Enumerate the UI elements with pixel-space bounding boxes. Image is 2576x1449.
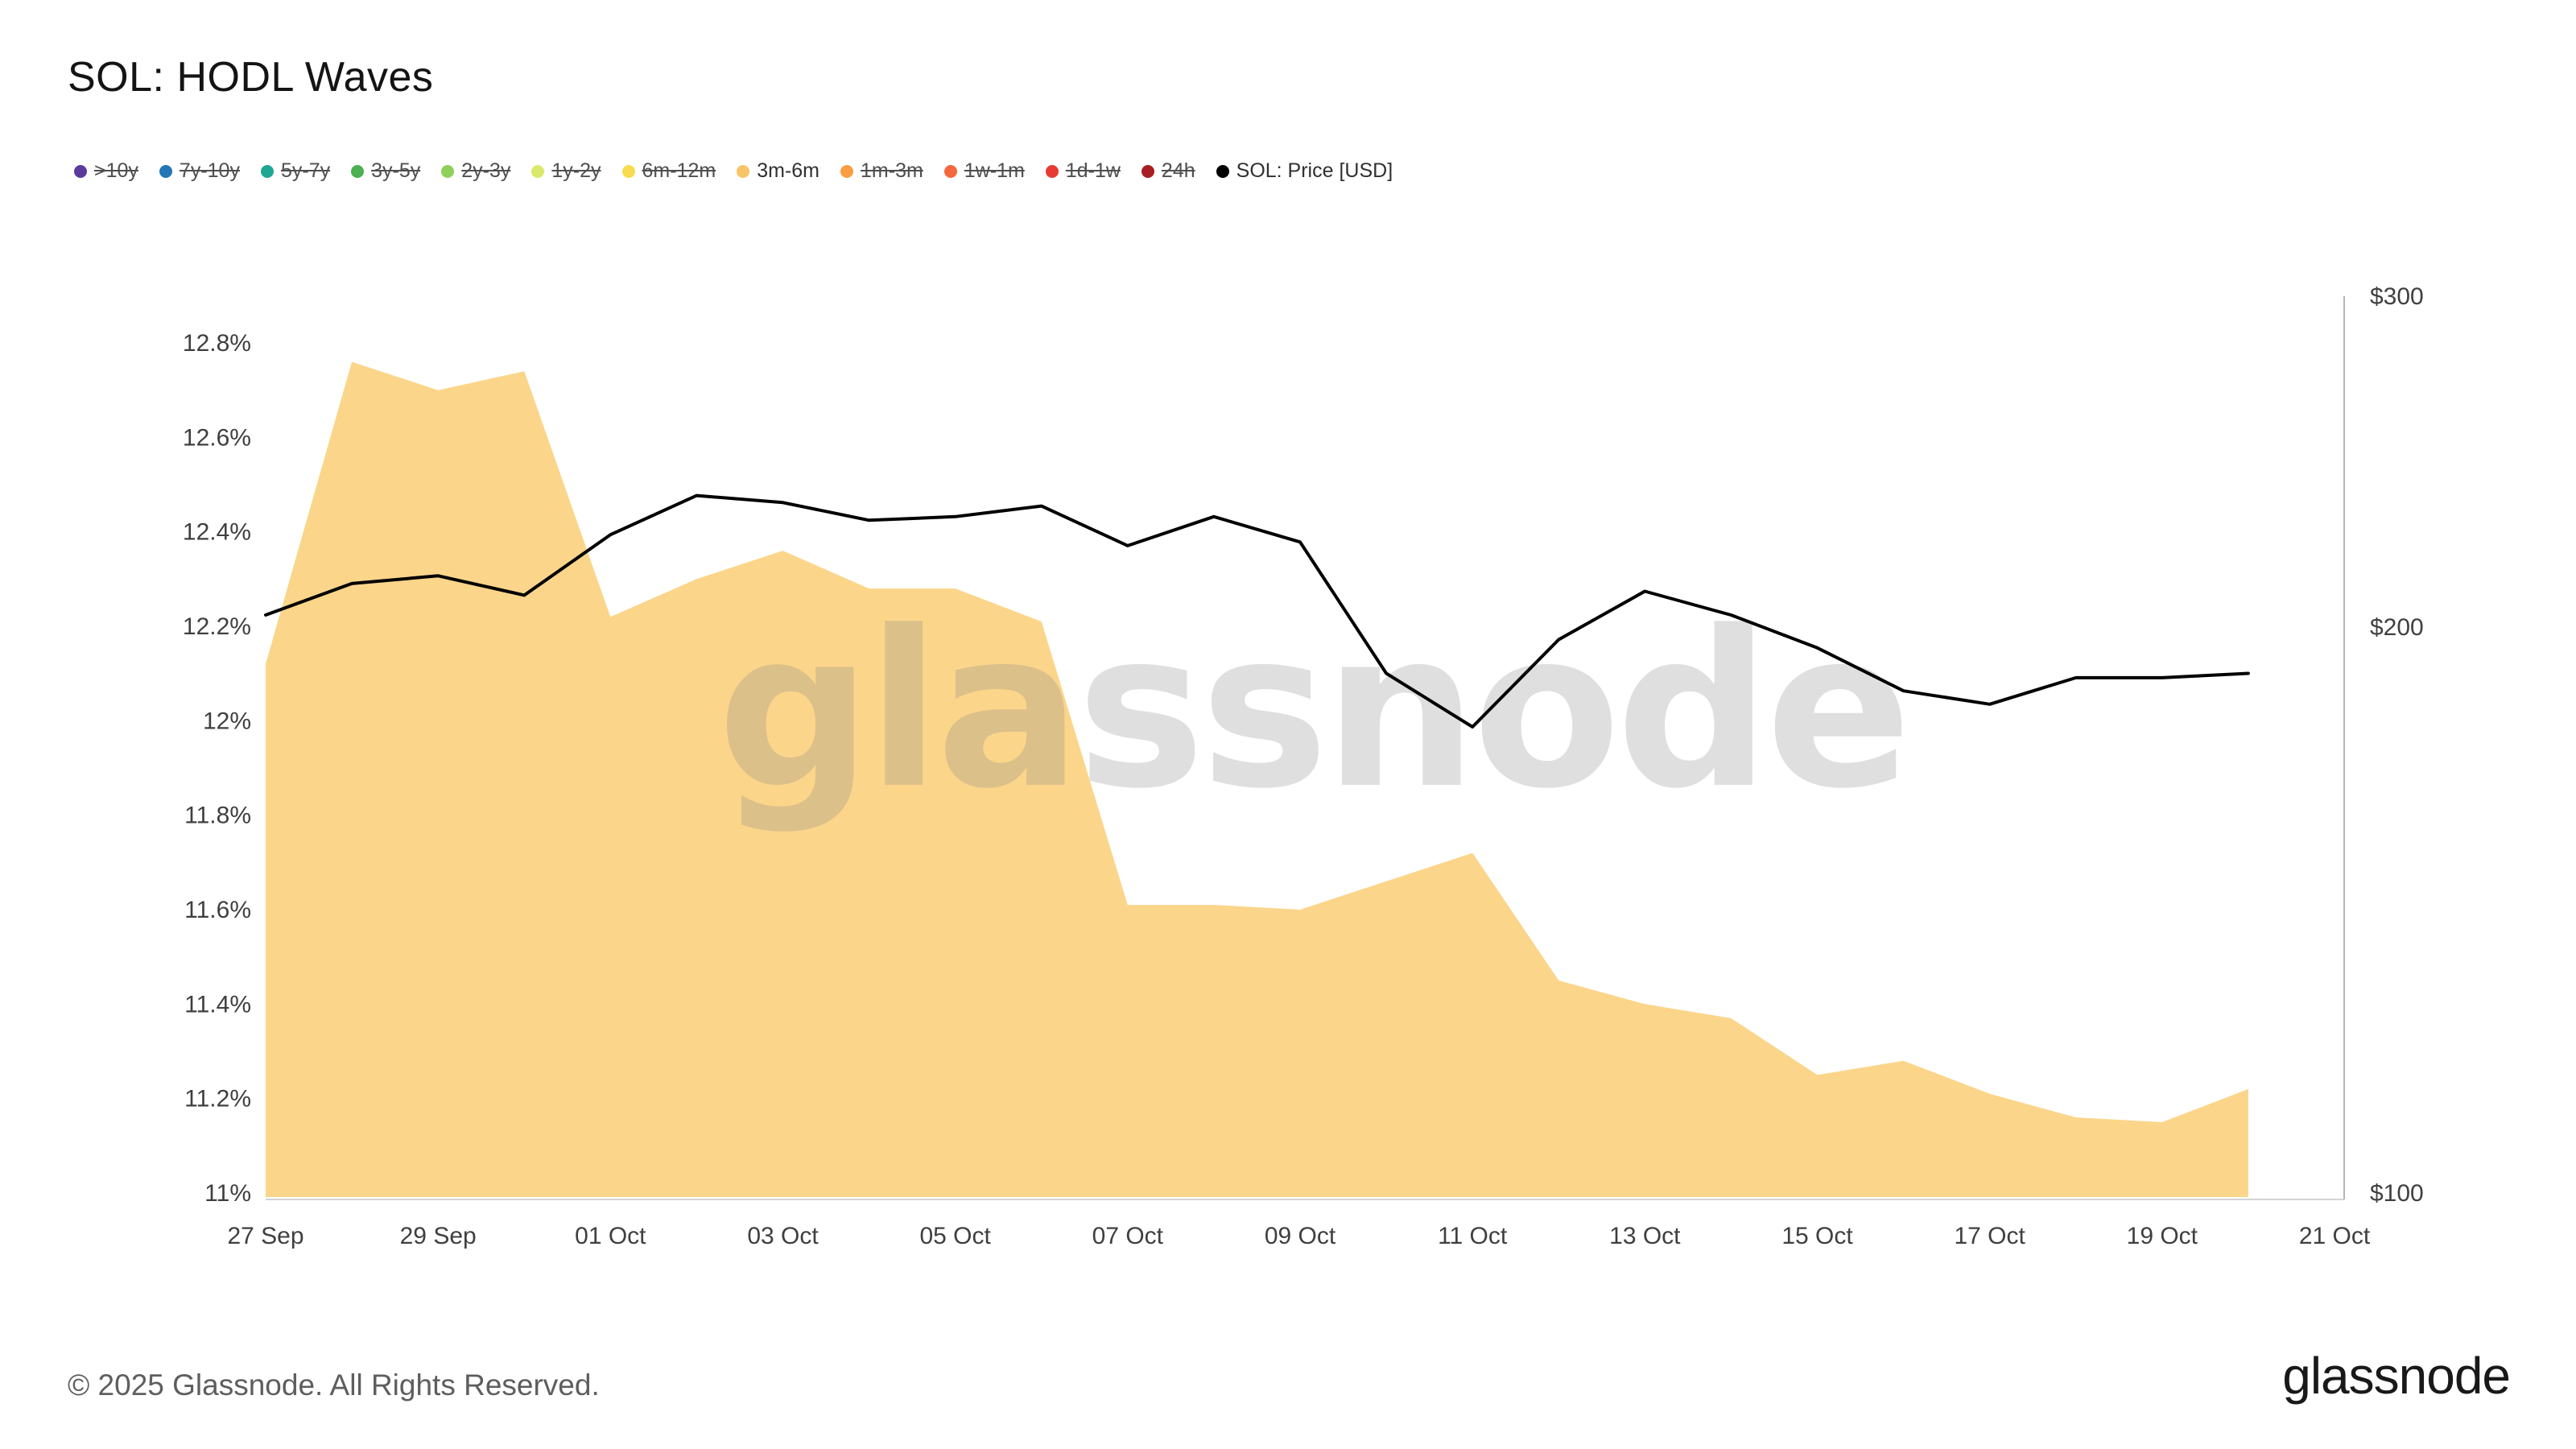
x-axis-tick-label: 13 Oct [1609,1223,1681,1249]
legend-swatch-icon [1045,164,1059,178]
x-axis-tick-label: 19 Oct [2127,1223,2198,1249]
glassnode-logo: glassnode [2282,1347,2511,1405]
x-axis-tick-label: 05 Oct [919,1223,991,1249]
x-axis-tick-label: 03 Oct [747,1223,819,1249]
legend: >10y 7y-10y 5y-7y 3y-5y 2y-3y 1y-2y 6m-12m 3m-6… [74,159,1393,183]
plot-area[interactable] [266,296,2344,1199]
legend-item-label: 1w-1m [964,159,1025,182]
legend-item-label: 1y-2y [551,159,601,182]
x-axis-tick-label: 01 Oct [575,1223,646,1249]
legend-item-7y-10y[interactable]: 7y-10y [159,159,240,183]
axis-labels: 11% 11.2% 11.4% 11.6% 11.8% 12% 12.2% 12.4% 12.6… [183,283,2424,1249]
legend-swatch-icon [159,164,172,178]
watermark: glassnode [717,585,1907,836]
legend-item-24h[interactable]: 24h [1141,159,1195,183]
legend-item-1d-1w[interactable]: 1d-1w [1045,159,1121,183]
left-axis-tick-label: 11.6% [184,897,251,923]
legend-item-label: 7y-10y [179,159,240,182]
x-axis-tick-label: 09 Oct [1265,1223,1336,1249]
legend-swatch-icon [1141,164,1154,178]
left-axis-tick-label: 12.4% [183,519,251,546]
x-axis-tick-label: 27 Sep [227,1223,303,1249]
legend-item-2y-3y[interactable]: 2y-3y [441,159,510,183]
price-line-group [264,493,2250,729]
legend-item-sol-price-usd[interactable]: SOL: Price [USD] [1216,159,1393,183]
legend-swatch-icon [1216,164,1229,178]
legend-item-label: 1d-1w [1065,159,1121,182]
legend-swatch-icon [943,164,957,178]
legend-item-6m-12m[interactable]: 6m-12m [621,159,716,183]
legend-item-label: SOL: Price [USD] [1236,159,1393,182]
x-axis-tick-label: 17 Oct [1954,1223,2025,1249]
axis-lines [266,296,2345,1200]
legend-item-label: 6m-12m [642,159,716,182]
legend-swatch-icon [260,164,274,178]
legend-swatch-icon [74,164,87,178]
area-series-3m-6m [266,361,2248,1197]
legend-swatch-icon [531,164,545,178]
legend-item-label: >10y [94,159,138,182]
legend-item-1w-1m[interactable]: 1w-1m [943,159,1025,183]
legend-swatch-icon [441,164,455,178]
legend-item-label: 2y-3y [461,159,511,182]
legend-swatch-icon [351,164,365,178]
legend-item-gt10y[interactable]: >10y [74,159,138,183]
right-axis-tick-label: $300 [2370,283,2424,310]
page-title: SOL: HODL Waves [68,54,434,101]
left-axis-tick-label: 11.8% [184,803,251,829]
legend-item-1y-2y[interactable]: 1y-2y [531,159,601,183]
legend-item-label: 1m-3m [861,159,923,182]
legend-item-3y-5y[interactable]: 3y-5y [351,159,420,183]
legend-item-label: 3m-6m [757,159,820,182]
legend-item-5y-7y[interactable]: 5y-7y [260,159,331,183]
legend-item-label: 3y-5y [371,159,421,182]
x-axis-tick-label: 07 Oct [1092,1223,1164,1249]
x-axis-tick-label: 11 Oct [1438,1223,1508,1249]
price-line-sol-price-usd [264,493,2250,729]
legend-item-label: 5y-7y [280,159,331,182]
legend-swatch-icon [840,164,854,178]
x-axis-tick-label: 21 Oct [2299,1223,2371,1249]
footer-copyright: © 2025 Glassnode. All Rights Reserved. [68,1368,600,1402]
left-axis-tick-label: 12% [203,708,251,734]
legend-item-1m-3m[interactable]: 1m-3m [840,159,923,183]
area-series-group [266,361,2248,1197]
left-axis-tick-label: 12.6% [183,424,251,451]
x-axis-tick-label: 29 Sep [400,1223,477,1249]
left-axis-tick-label: 11.2% [184,1086,251,1113]
right-axis-tick-label: $200 [2370,614,2424,641]
left-axis-tick-label: 12.8% [183,330,251,357]
right-axis-tick-label: $100 [2370,1180,2424,1207]
left-axis-tick-label: 11.4% [184,991,251,1018]
left-axis-tick-label: 12.2% [183,613,251,640]
left-axis-tick-label: 11% [204,1180,251,1207]
x-axis-tick-label: 15 Oct [1781,1223,1853,1249]
legend-swatch-icon [737,164,750,178]
legend-swatch-icon [621,164,635,178]
legend-item-label: 24h [1161,159,1195,182]
legend-item-3m-6m[interactable]: 3m-6m [737,159,819,183]
